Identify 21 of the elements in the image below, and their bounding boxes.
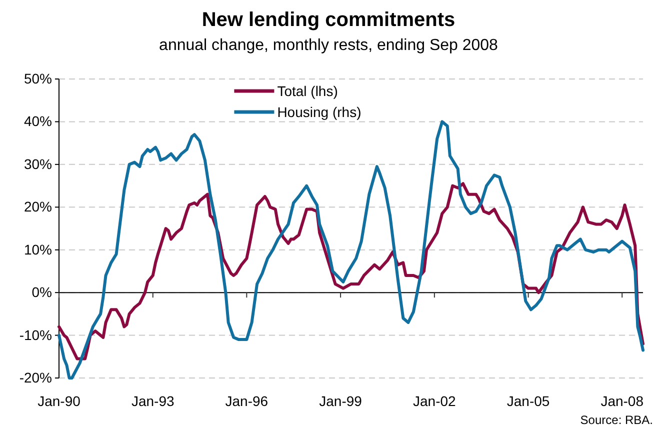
x-tick-label: Jan-05: [506, 393, 550, 409]
y-tick-label: 30%: [24, 156, 52, 172]
x-tick-label: Jan-99: [319, 393, 362, 409]
y-tick-label: -10%: [19, 326, 52, 343]
x-tick-label: Jan-90: [38, 393, 81, 409]
chart-subtitle: annual change, monthly rests, ending Sep 2008: [159, 37, 498, 54]
source-note: Source: RBA.: [580, 413, 653, 427]
chart-title: New lending commitments: [202, 9, 456, 31]
x-tick-label: Jan-96: [225, 393, 268, 409]
legend-label: Housing (rhs): [277, 104, 362, 120]
y-tick-label: 10%: [24, 241, 52, 258]
y-tick-label: 0%: [32, 284, 52, 300]
legend-label: Total (lhs): [277, 83, 338, 99]
y-tick-label: 20%: [24, 198, 52, 215]
x-tick-label: Jan-08: [600, 393, 644, 409]
y-tick-label: 50%: [24, 70, 52, 86]
y-tick-label: 40%: [24, 113, 52, 130]
y-tick-label: -20%: [19, 369, 52, 386]
x-tick-label: Jan-93: [131, 393, 174, 409]
line-series: [58, 120, 644, 380]
x-tick-label: Jan-02: [413, 393, 456, 409]
